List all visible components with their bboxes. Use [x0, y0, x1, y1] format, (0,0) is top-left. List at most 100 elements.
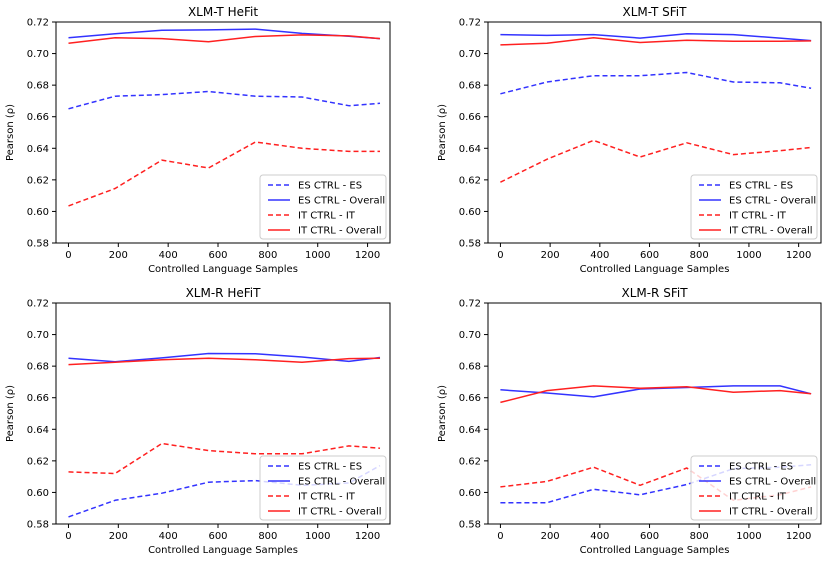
y-tick-label: 0.64: [27, 144, 49, 155]
x-tick-label: 1000: [736, 531, 761, 542]
series-line-it-ctrl-it: [68, 141, 380, 207]
legend-box: [690, 174, 818, 240]
y-tick-label: 0.58: [27, 239, 49, 250]
x-tick-label: 200: [109, 250, 128, 261]
x-tick-label: 600: [640, 250, 659, 261]
x-tick-label: 400: [159, 250, 178, 261]
series-line-es-ctrl-es: [68, 464, 381, 518]
legend: ES CTRL - ES ES CTRL - Overall IT CTRL - I…: [690, 174, 818, 240]
series-line-es-ctrl-overall: [500, 33, 812, 42]
x-tick-label: 800: [690, 531, 709, 542]
x-tick-label: 1200: [355, 531, 380, 542]
legend-label: IT CTRL - IT: [298, 492, 356, 503]
x-tick-label: 0: [65, 531, 71, 542]
x-tick-label: 1000: [305, 531, 330, 542]
chart-panel-2: 0 200 400 600 800 1000 1200 0.58 0.60 0.62 0.64 0.6…: [437, 5, 822, 275]
x-tick-label: 400: [590, 531, 609, 542]
legend-label: ES CTRL - ES: [298, 462, 362, 473]
x-tick-label: 1200: [786, 250, 811, 261]
x-tick-label: 200: [109, 531, 128, 542]
y-axis-label: Pearson (ρ): [437, 104, 448, 161]
series-line-it-ctrl-overall: [500, 37, 812, 46]
y-tick-label: 0.66: [27, 112, 49, 123]
legend-label: ES CTRL - ES: [729, 462, 793, 473]
series-line-es-ctrl-es: [68, 90, 381, 110]
y-tick-label: 0.60: [27, 207, 49, 218]
y-tick-label: 0.70: [459, 330, 481, 341]
y-tick-label: 0.70: [27, 330, 49, 341]
x-tick-label: 200: [541, 531, 560, 542]
y-tick-label: 0.66: [459, 112, 481, 123]
y-tick-label: 0.62: [27, 175, 49, 186]
legend: ES CTRL - ES ES CTRL - Overall IT CTRL - I…: [690, 455, 818, 521]
y-tick-label: 0.72: [459, 299, 481, 310]
y-tick-label: 0.60: [459, 488, 481, 499]
legend-label: IT CTRL - IT: [298, 211, 356, 222]
y-tick-label: 0.62: [459, 456, 481, 467]
plot-area-frame: [487, 21, 822, 244]
series-line-it-ctrl-overall: [500, 385, 812, 404]
chart-title: XLM-T SFiT: [623, 5, 688, 19]
x-tick-label: 400: [159, 531, 178, 542]
chart-title: XLM-R SFiT: [621, 286, 688, 300]
legend-label: IT CTRL - Overall: [298, 226, 382, 237]
plot-area-frame: [487, 302, 822, 525]
y-tick-label: 0.60: [27, 488, 49, 499]
x-tick-label: 1000: [736, 250, 761, 261]
plot-area-frame: [55, 302, 391, 525]
x-axis-label: Controlled Language Samples: [148, 545, 298, 556]
y-tick-label: 0.68: [27, 81, 49, 92]
legend-label: ES CTRL - Overall: [729, 477, 816, 488]
x-tick-label: 1200: [355, 250, 380, 261]
y-tick-label: 0.58: [459, 239, 481, 250]
series-line-it-ctrl-it: [68, 442, 381, 475]
x-tick-label: 200: [541, 250, 560, 261]
legend: ES CTRL - ES ES CTRL - Overall IT CTRL - I…: [259, 174, 387, 240]
legend-label: ES CTRL - Overall: [729, 196, 816, 207]
y-tick-label: 0.68: [459, 81, 481, 92]
series-line-es-ctrl-es: [500, 71, 812, 95]
y-tick-label: 0.64: [27, 425, 49, 436]
legend-label: ES CTRL - Overall: [298, 477, 385, 488]
chart-panel-4: 0 200 400 600 800 1000 1200 0.58 0.60 0.62 0.64 0.6…: [437, 286, 822, 556]
legend-label: IT CTRL - IT: [729, 492, 787, 503]
legend-label: IT CTRL - Overall: [729, 226, 813, 237]
y-tick-label: 0.62: [27, 456, 49, 467]
x-axis-label: Controlled Language Samples: [580, 545, 730, 556]
y-tick-label: 0.66: [27, 393, 49, 404]
y-tick-label: 0.64: [459, 144, 481, 155]
x-tick-label: 0: [497, 250, 503, 261]
series-line-it-ctrl-it: [500, 139, 812, 183]
y-tick-label: 0.68: [459, 362, 481, 373]
x-tick-label: 600: [208, 531, 227, 542]
chart-title: XLM-R HeFiT: [186, 286, 262, 300]
chart-panel-1: 0 200 400 600 800 1000 1200 0.58 0.60 0.62 0.64 0.6…: [5, 5, 391, 275]
x-axis-label: Controlled Language Samples: [580, 264, 730, 275]
y-tick-label: 0.60: [459, 207, 481, 218]
y-tick-label: 0.72: [27, 18, 49, 29]
chart-panel-3: 0 200 400 600 800 1000 1200 0.58 0.60 0.62 0.64 0.6…: [5, 286, 391, 556]
x-tick-label: 400: [590, 250, 609, 261]
y-axis-label: Pearson (ρ): [5, 104, 16, 161]
y-tick-label: 0.72: [459, 18, 481, 29]
legend-label: ES CTRL - ES: [729, 181, 793, 192]
x-tick-label: 600: [640, 531, 659, 542]
x-tick-label: 800: [690, 250, 709, 261]
legend-box: [259, 455, 387, 521]
x-tick-label: 1200: [786, 531, 811, 542]
chart-title: XLM-T HeFit: [188, 5, 258, 19]
x-tick-label: 0: [65, 250, 71, 261]
series-line-it-ctrl-overall: [68, 34, 381, 45]
x-axis-label: Controlled Language Samples: [148, 264, 298, 275]
series-line-it-ctrl-overall: [68, 357, 381, 366]
legend-box: [690, 455, 818, 521]
y-tick-label: 0.70: [459, 49, 481, 60]
y-tick-label: 0.64: [459, 425, 481, 436]
y-tick-label: 0.62: [459, 175, 481, 186]
legend-box: [259, 174, 387, 240]
y-axis-label: Pearson (ρ): [437, 385, 448, 442]
y-tick-label: 0.66: [459, 393, 481, 404]
y-tick-label: 0.58: [27, 520, 49, 531]
y-tick-label: 0.72: [27, 299, 49, 310]
